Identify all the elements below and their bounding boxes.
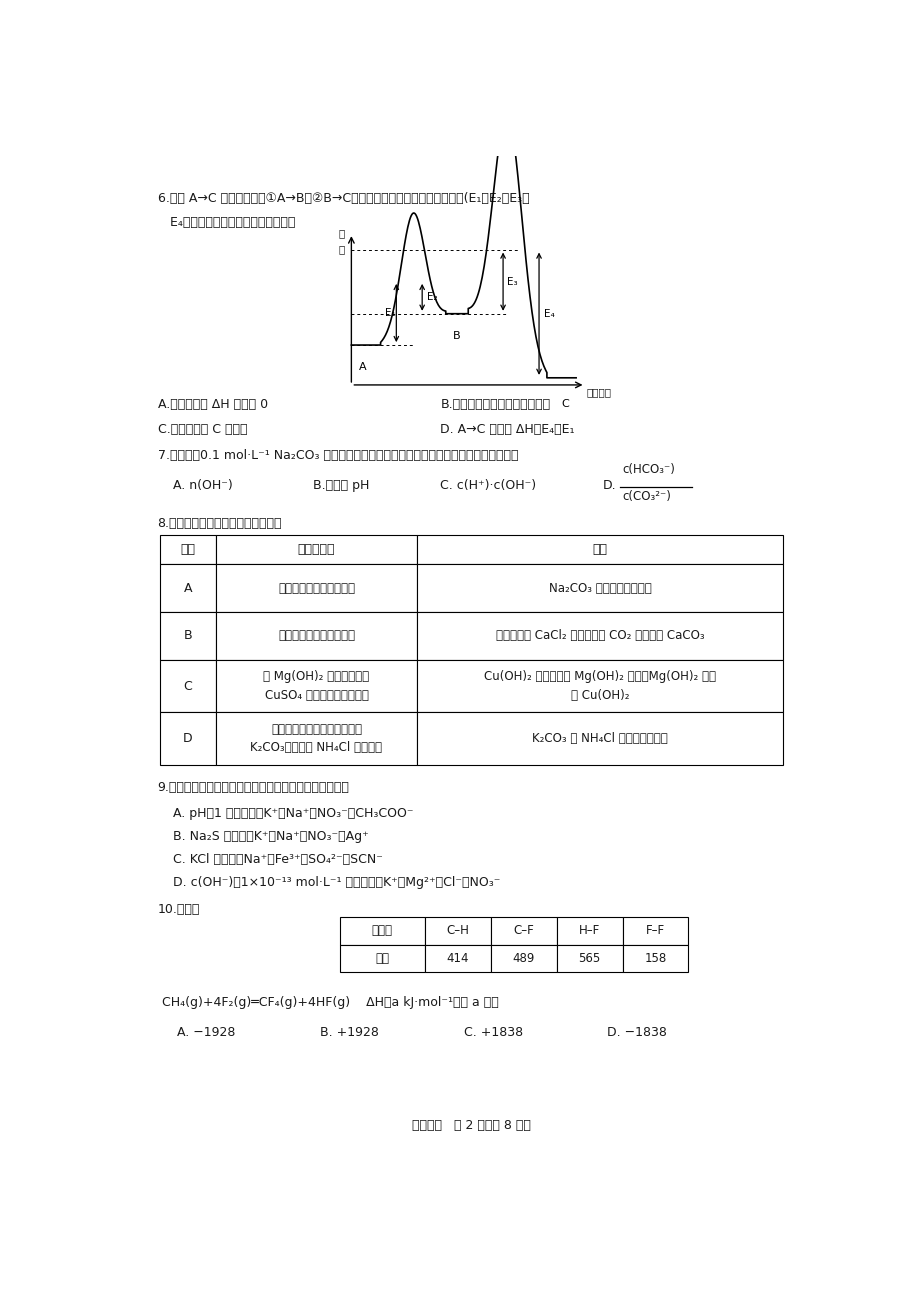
- Text: C. KCl 溶液中：Na⁺、Fe³⁺、SO₄²⁻、SCN⁻: C. KCl 溶液中：Na⁺、Fe³⁺、SO₄²⁻、SCN⁻: [173, 853, 382, 866]
- Text: 漂白粉中的 CaCl₂ 与空气中的 CO₂ 反应生成 CaCO₃: 漂白粉中的 CaCl₂ 与空气中的 CO₂ 反应生成 CaCO₃: [495, 629, 704, 642]
- Text: 键能: 键能: [375, 952, 389, 965]
- Bar: [339, 917, 425, 945]
- Text: E₃: E₃: [506, 276, 517, 286]
- Text: E₄: E₄: [543, 309, 554, 319]
- Text: 565: 565: [578, 952, 600, 965]
- Bar: [556, 945, 622, 973]
- Text: B: B: [453, 331, 460, 341]
- Text: 值: 值: [338, 243, 345, 254]
- Text: E₁: E₁: [384, 309, 395, 318]
- Text: E₂: E₂: [426, 293, 437, 302]
- Bar: [622, 945, 687, 973]
- Text: 选项: 选项: [180, 543, 195, 556]
- Text: C. +1838: C. +1838: [463, 1026, 522, 1039]
- Bar: [160, 612, 216, 660]
- Text: B.溶液的 pH: B.溶液的 pH: [312, 479, 369, 492]
- Text: 8.对下列现象或事实的解释正确的是: 8.对下列现象或事实的解释正确的是: [157, 517, 282, 530]
- Text: 能: 能: [338, 229, 345, 238]
- Bar: [160, 535, 216, 564]
- Text: C.三种物质中 C 最稳定: C.三种物质中 C 最稳定: [157, 423, 247, 436]
- Text: 向 Mg(OH)₂ 悬浊液中混加: 向 Mg(OH)₂ 悬浊液中混加: [263, 671, 369, 684]
- Text: D: D: [183, 732, 192, 745]
- Bar: [425, 917, 491, 945]
- Text: K₂CO₃ 与 NH₄Cl 反应会损失钾肥: K₂CO₃ 与 NH₄Cl 反应会损失钾肥: [532, 732, 667, 745]
- Text: A. n(OH⁻): A. n(OH⁻): [173, 479, 233, 492]
- Bar: [216, 612, 417, 660]
- Text: 漂白粉在空气中久置变质: 漂白粉在空气中久置变质: [278, 629, 355, 642]
- Bar: [160, 712, 216, 764]
- Text: A. pH＝1 的溶液中：K⁺、Na⁺、NO₃⁻、CH₃COO⁻: A. pH＝1 的溶液中：K⁺、Na⁺、NO₃⁻、CH₃COO⁻: [173, 807, 414, 820]
- Text: A.两步反应的 ΔH 均大于 0: A.两步反应的 ΔH 均大于 0: [157, 398, 267, 411]
- Text: 为 Cu(OH)₂: 为 Cu(OH)₂: [571, 689, 629, 702]
- Text: C: C: [183, 680, 192, 693]
- Bar: [425, 945, 491, 973]
- Text: C: C: [561, 400, 568, 409]
- Text: D. c(OH⁻)＝1×10⁻¹³ mol·L⁻¹ 的溶液中：K⁺、Mg²⁺、Cl⁻、NO₃⁻: D. c(OH⁻)＝1×10⁻¹³ mol·L⁻¹ 的溶液中：K⁺、Mg²⁺、C…: [173, 876, 500, 889]
- Text: CuSO₄ 溶液，生成蓝色沉淀: CuSO₄ 溶液，生成蓝色沉淀: [265, 689, 368, 702]
- Text: 现象或事实: 现象或事实: [298, 543, 335, 556]
- Bar: [417, 660, 782, 712]
- Text: A: A: [358, 362, 366, 372]
- Text: F–F: F–F: [645, 924, 664, 937]
- Text: 9.室温下，下列离子组在给定条件下一定能大量共存的是: 9.室温下，下列离子组在给定条件下一定能大量共存的是: [157, 781, 349, 794]
- Text: B. Na₂S 溶液中：K⁺、Na⁺、NO₃⁻、Ag⁺: B. Na₂S 溶液中：K⁺、Na⁺、NO₃⁻、Ag⁺: [173, 829, 369, 842]
- Text: 用热的纯碱溶液洗去油污: 用热的纯碱溶液洗去油污: [278, 582, 355, 595]
- Text: C–H: C–H: [446, 924, 469, 937]
- Bar: [160, 564, 216, 612]
- Text: Cu(OH)₂ 的溶度积比 Mg(OH)₂ 的小，Mg(OH)₂ 转化: Cu(OH)₂ 的溶度积比 Mg(OH)₂ 的小，Mg(OH)₂ 转化: [483, 671, 715, 684]
- Text: K₂CO₃）不能与 NH₄Cl 混合使用: K₂CO₃）不能与 NH₄Cl 混合使用: [250, 741, 382, 754]
- Text: 反应过程: 反应过程: [586, 387, 611, 397]
- Bar: [216, 564, 417, 612]
- Bar: [216, 712, 417, 764]
- Text: 10.已知：: 10.已知：: [157, 904, 199, 917]
- Bar: [216, 535, 417, 564]
- Text: c(HCO₃⁻): c(HCO₃⁻): [622, 462, 675, 475]
- Text: 解释: 解释: [592, 543, 607, 556]
- Bar: [417, 564, 782, 612]
- Bar: [491, 917, 556, 945]
- Text: 6.反应 A→C 分两步进行：①A→B，②B→C，反应过程能量变化曲线如图所示(E₁、E₂、E₃、: 6.反应 A→C 分两步进行：①A→B，②B→C，反应过程能量变化曲线如图所示(…: [157, 193, 528, 206]
- Bar: [160, 660, 216, 712]
- Bar: [556, 917, 622, 945]
- Bar: [216, 660, 417, 712]
- Bar: [622, 917, 687, 945]
- Text: C–F: C–F: [513, 924, 534, 937]
- Bar: [339, 945, 425, 973]
- Bar: [417, 535, 782, 564]
- Bar: [417, 612, 782, 660]
- Text: A. −1928: A. −1928: [176, 1026, 235, 1039]
- Text: 414: 414: [447, 952, 469, 965]
- Text: c(CO₃²⁻): c(CO₃²⁻): [622, 490, 671, 503]
- Text: 化学键: 化学键: [371, 924, 392, 937]
- Text: B: B: [183, 629, 192, 642]
- Text: H–F: H–F: [578, 924, 600, 937]
- Text: C. c(H⁺)·c(OH⁻): C. c(H⁺)·c(OH⁻): [440, 479, 536, 492]
- Text: B. +1928: B. +1928: [320, 1026, 379, 1039]
- Bar: [491, 945, 556, 973]
- Text: 489: 489: [512, 952, 535, 965]
- Text: 施肥时，草木灰（有效成分为: 施肥时，草木灰（有效成分为: [271, 723, 361, 736]
- Text: 高二化学   第 2 页（共 8 页）: 高二化学 第 2 页（共 8 页）: [412, 1118, 530, 1131]
- Text: D. A→C 反应的 ΔH＝E₄－E₁: D. A→C 反应的 ΔH＝E₄－E₁: [440, 423, 574, 436]
- Text: CH₄(g)+4F₂(g)═CF₄(g)+4HF(g)    ΔH＝a kJ·mol⁻¹，则 a 等于: CH₄(g)+4F₂(g)═CF₄(g)+4HF(g) ΔH＝a kJ·mol⁻…: [162, 996, 498, 1009]
- Text: E₄表示活化能）。下列说法正确的是: E₄表示活化能）。下列说法正确的是: [157, 216, 295, 229]
- Text: B.加入催化剂能改变反应的焓变: B.加入催化剂能改变反应的焓变: [440, 398, 550, 411]
- Text: 7.室温下，0.1 mol·L⁻¹ Na₂CO₃ 溶液加适量水稀释，下列各项随着加水量的增大而减小的是: 7.室温下，0.1 mol·L⁻¹ Na₂CO₃ 溶液加适量水稀释，下列各项随着…: [157, 449, 517, 462]
- Bar: [417, 712, 782, 764]
- Text: Na₂CO₃ 可直接与油污反应: Na₂CO₃ 可直接与油污反应: [548, 582, 651, 595]
- Text: A: A: [184, 582, 192, 595]
- Text: D. −1838: D. −1838: [607, 1026, 666, 1039]
- Text: D.: D.: [603, 479, 617, 492]
- Text: 158: 158: [643, 952, 666, 965]
